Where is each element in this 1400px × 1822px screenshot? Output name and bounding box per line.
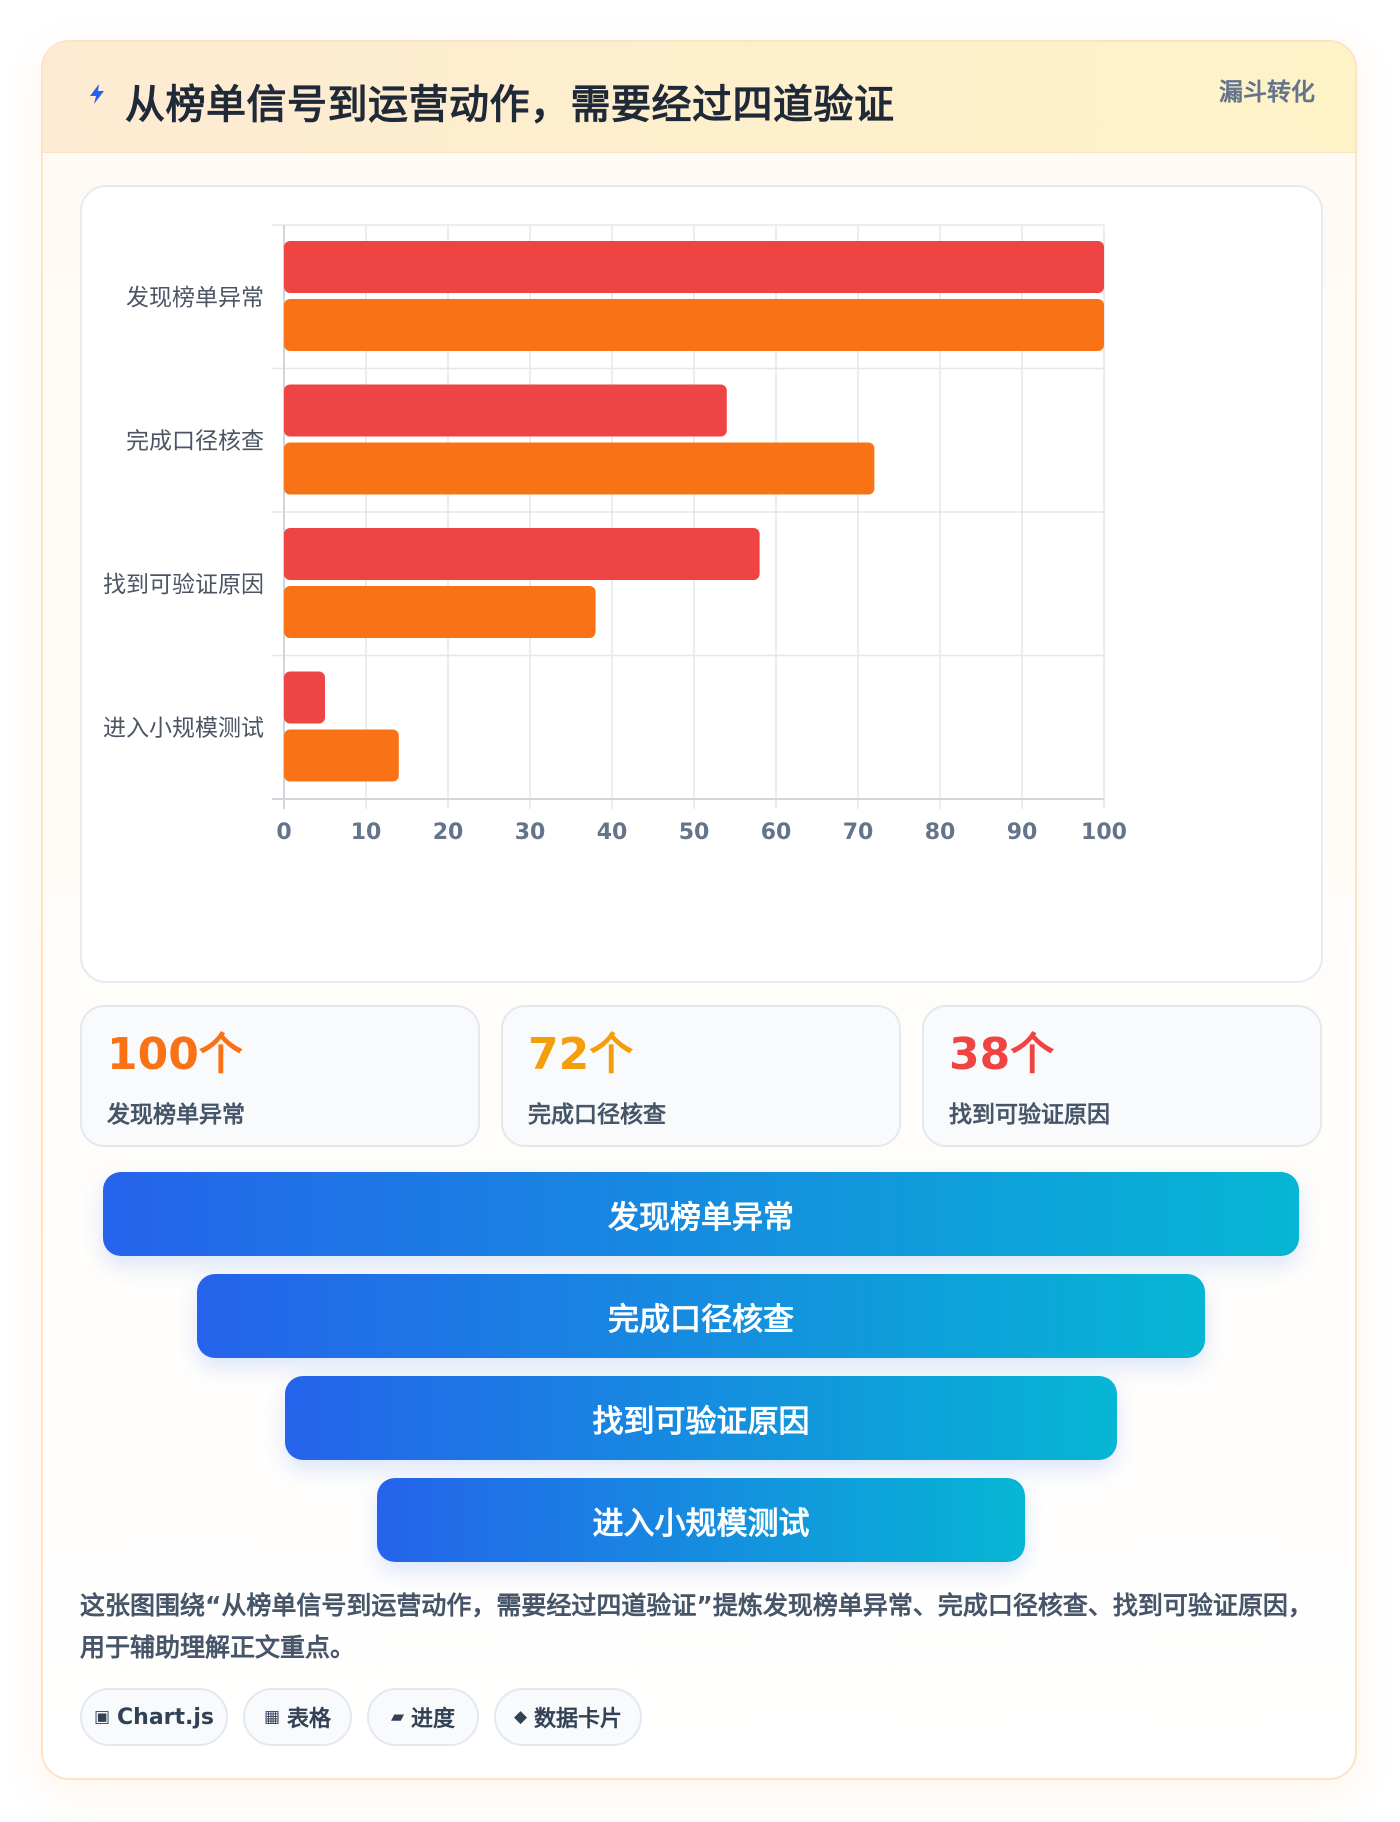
x-tick-label: 80 (925, 820, 956, 845)
bar (284, 671, 325, 724)
infographic-card: 从榜单信号到运营动作，需要经过四道验证 漏斗转化 0 10 20 30 40 50 60 70… (41, 40, 1357, 1780)
chart-panel: 0 10 20 30 40 50 60 70 80 90 100 发现榜单异常 完成口径核查找到可验证原… (80, 185, 1323, 983)
funnel-stage: 完成口径核查 (197, 1274, 1205, 1358)
x-tick-label: 10 (351, 820, 382, 845)
funnel-stage: 找到可验证原因 (285, 1376, 1117, 1460)
x-tick-label: 60 (761, 820, 792, 845)
y-category-label: 找到可验证原因 (103, 572, 264, 598)
stat-card: 38个 找到可验证原因 (922, 1005, 1322, 1147)
bar (284, 241, 1104, 293)
x-tick-label: 40 (597, 820, 628, 845)
table-icon: ▦ (263, 1707, 281, 1727)
x-tick-label: 30 (515, 820, 546, 845)
data-card-icon: ◆ (513, 1707, 528, 1727)
chart-icon: ▣ (93, 1707, 111, 1727)
progress-icon: ▰ (390, 1707, 405, 1727)
chip-label: 表格 (287, 1707, 332, 1732)
y-category-label: 进入小规模测试 (103, 715, 264, 741)
chip-label: 数据卡片 (534, 1707, 623, 1732)
stat-value: 72个 (528, 1029, 634, 1080)
stat-value: 100个 (107, 1029, 243, 1080)
funnel-stage: 进入小规模测试 (377, 1478, 1025, 1562)
chip-label: 进度 (411, 1707, 456, 1732)
bar (284, 729, 399, 782)
x-tick-label: 70 (843, 820, 874, 845)
category-tag: 漏斗转化 (1219, 78, 1315, 106)
x-tick-label: 20 (433, 820, 464, 845)
chip-data-card: ◆ 数据卡片 (494, 1688, 642, 1746)
stat-value: 38个 (949, 1029, 1055, 1080)
lightning-icon (90, 84, 104, 104)
chip-chartjs: ▣ Chart.js (80, 1688, 228, 1746)
page-title: 从榜单信号到运营动作，需要经过四道验证 (125, 82, 895, 128)
chip-table: ▦ 表格 (243, 1688, 352, 1746)
chip-progress: ▰ 进度 (367, 1688, 479, 1746)
bar-chart: 0 10 20 30 40 50 60 70 80 90 100 发现榜单异常完成口径核查找到可验证原… (103, 224, 1127, 845)
funnel-stage: 发现榜单异常 (103, 1172, 1299, 1256)
x-tick-label: 100 (1081, 820, 1127, 845)
bar (284, 442, 875, 495)
stat-label: 发现榜单异常 (107, 1102, 245, 1128)
description-text: 这张图围绕“从榜单信号到运营动作，需要经过四道验证”提炼发现榜单异常、完成口径核… (80, 1591, 1313, 1662)
card-header: 从榜单信号到运营动作，需要经过四道验证 漏斗转化 (43, 42, 1355, 153)
bar (284, 528, 760, 580)
x-tick-label: 0 (276, 820, 291, 845)
chip-label: Chart.js (117, 1704, 215, 1730)
x-tick-label: 90 (1007, 820, 1038, 845)
stat-card: 72个 完成口径核查 (501, 1005, 901, 1147)
stat-label: 找到可验证原因 (949, 1102, 1110, 1128)
bar (284, 586, 596, 638)
y-category-label: 完成口径核查 (126, 428, 264, 454)
stat-card: 100个 发现榜单异常 (80, 1005, 480, 1147)
bar (284, 384, 727, 437)
bar (284, 299, 1104, 351)
x-tick-label: 50 (679, 820, 710, 845)
stat-label: 完成口径核查 (528, 1102, 666, 1128)
y-category-label: 发现榜单异常 (126, 285, 264, 311)
